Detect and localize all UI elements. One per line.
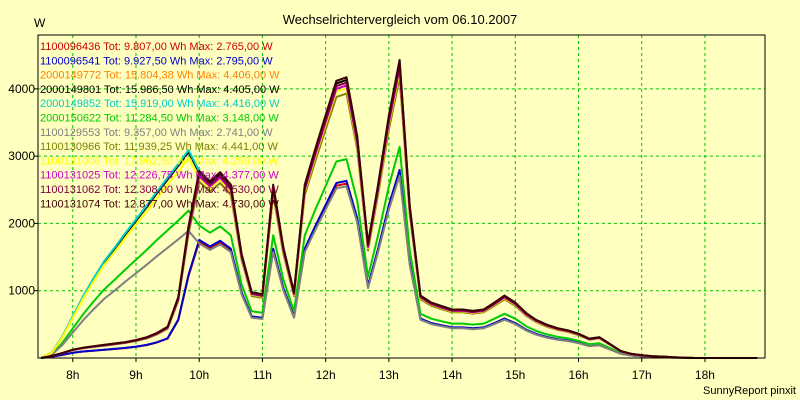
axes: 8h 9h 10h 11h 12h 13h 14h 15h 16h 17h 18h 1000 2000 3…	[8, 34, 766, 382]
x-tick-label: 16h	[568, 368, 588, 382]
legend-entry-1100096436: 1100096436 Tot: 9.807,00 Wh Max: 2.765,0…	[40, 41, 273, 53]
series-line-1100131074	[41, 59, 758, 359]
y-tick-label: 3000	[8, 149, 35, 163]
x-tick-label: 12h	[316, 368, 336, 382]
x-tick-label: 18h	[695, 368, 715, 382]
y-tick-label: 1000	[8, 284, 35, 298]
x-tick-label: 8h	[66, 368, 79, 382]
legend: 1100096436 Tot: 9.807,00 Wh Max: 2.765,0…	[40, 41, 280, 210]
footer-credit: SunnyReport pinxit	[703, 385, 796, 397]
legend-entry-1100096541: 1100096541 Tot: 9.927,50 Wh Max: 2.795,0…	[40, 55, 273, 67]
y-tick-label: 2000	[8, 216, 35, 230]
series-line-1100129553	[40, 174, 758, 359]
series-lines	[40, 59, 758, 359]
x-tick-label: 10h	[189, 368, 209, 382]
x-tick-label: 13h	[379, 368, 399, 382]
legend-entry-1100129553: 1100129553 Tot: 9.357,00 Wh Max: 2.741,0…	[40, 127, 273, 139]
legend-entry-2000149852: 2000149852 Tot: 15.919,00 Wh Max: 4.416,…	[40, 98, 280, 110]
x-tick-label: 17h	[632, 368, 652, 382]
legend-entry-1100130966: 1100130966 Tot: 11.939,25 Wh Max: 4.441,…	[40, 141, 279, 153]
y-tick-label: 4000	[8, 82, 35, 96]
legend-entry-2000150622: 2000150622 Tot: 11.284,50 Wh Max: 3.148,…	[40, 113, 279, 125]
legend-entry-1100131025: 1100131025 Tot: 12.226,75 Wh Max: 4.377,…	[40, 170, 279, 182]
legend-entry-1100131006: 1100131006 Tot: 17.962,50 Wh Max: 4.259,…	[40, 155, 279, 167]
x-tick-label: 15h	[505, 368, 525, 382]
legend-entry-2000149801: 2000149801 Tot: 15.986,50 Wh Max: 4.405,…	[40, 84, 280, 96]
x-tick-label: 14h	[442, 368, 462, 382]
chart-title: Wechselrichtervergleich vom 06.10.2007	[283, 12, 518, 27]
grid-lines	[38, 35, 765, 358]
legend-entry-1100131074: 1100131074 Tot: 12.877,00 Wh Max: 4.730,…	[40, 198, 279, 210]
y-axis-label: W	[34, 16, 46, 30]
x-tick-label: 9h	[129, 368, 142, 382]
x-tick-label: 11h	[253, 368, 272, 382]
legend-entry-1100131062: 1100131062 Tot: 12.308,00 Wh Max: 4.530,…	[40, 184, 279, 196]
plot-frame	[37, 34, 766, 359]
legend-entry-2000149772: 2000149772 Tot: 15.804,38 Wh Max: 4.406,…	[40, 70, 280, 82]
